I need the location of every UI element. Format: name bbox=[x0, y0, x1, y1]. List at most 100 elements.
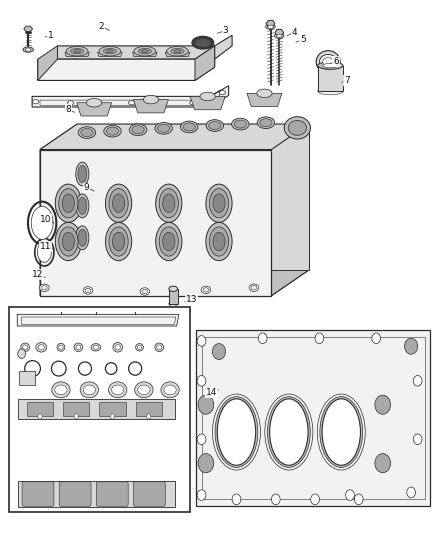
Ellipse shape bbox=[162, 194, 175, 213]
Ellipse shape bbox=[78, 197, 87, 214]
Ellipse shape bbox=[129, 124, 147, 135]
Ellipse shape bbox=[413, 434, 422, 445]
Bar bbox=[18, 399, 175, 419]
Polygon shape bbox=[77, 103, 112, 116]
Bar bbox=[99, 401, 126, 416]
Text: 13: 13 bbox=[186, 295, 198, 304]
Ellipse shape bbox=[206, 222, 232, 261]
Ellipse shape bbox=[62, 232, 74, 251]
Polygon shape bbox=[40, 124, 308, 150]
Ellipse shape bbox=[67, 101, 74, 105]
Ellipse shape bbox=[106, 50, 113, 53]
Ellipse shape bbox=[103, 49, 117, 54]
Ellipse shape bbox=[32, 100, 39, 104]
Ellipse shape bbox=[91, 344, 101, 351]
Ellipse shape bbox=[260, 119, 272, 127]
Ellipse shape bbox=[104, 125, 121, 137]
Text: 5: 5 bbox=[300, 35, 306, 44]
Ellipse shape bbox=[52, 382, 70, 398]
Ellipse shape bbox=[311, 494, 319, 505]
Text: 9: 9 bbox=[84, 183, 90, 192]
Ellipse shape bbox=[413, 375, 422, 386]
Polygon shape bbox=[77, 124, 308, 270]
FancyBboxPatch shape bbox=[134, 482, 165, 506]
Ellipse shape bbox=[201, 286, 211, 294]
FancyBboxPatch shape bbox=[96, 482, 128, 506]
Ellipse shape bbox=[174, 50, 181, 53]
Ellipse shape bbox=[18, 349, 25, 359]
Ellipse shape bbox=[136, 344, 144, 351]
Ellipse shape bbox=[155, 222, 182, 261]
Ellipse shape bbox=[74, 414, 78, 419]
Ellipse shape bbox=[110, 414, 115, 419]
Ellipse shape bbox=[138, 49, 151, 54]
Ellipse shape bbox=[206, 184, 232, 222]
Ellipse shape bbox=[155, 184, 182, 222]
Bar bbox=[196, 330, 430, 506]
Ellipse shape bbox=[23, 47, 33, 52]
Text: 8: 8 bbox=[66, 105, 71, 114]
Ellipse shape bbox=[275, 33, 284, 38]
Ellipse shape bbox=[74, 50, 81, 53]
Text: 2: 2 bbox=[98, 22, 104, 31]
Ellipse shape bbox=[109, 382, 127, 398]
Polygon shape bbox=[318, 66, 343, 91]
Ellipse shape bbox=[234, 120, 247, 128]
Ellipse shape bbox=[159, 189, 178, 218]
Polygon shape bbox=[98, 52, 122, 56]
Ellipse shape bbox=[197, 336, 206, 346]
Ellipse shape bbox=[217, 399, 256, 465]
Ellipse shape bbox=[219, 91, 226, 95]
Ellipse shape bbox=[106, 127, 119, 135]
Ellipse shape bbox=[55, 184, 81, 222]
Ellipse shape bbox=[180, 121, 198, 133]
FancyBboxPatch shape bbox=[59, 482, 91, 506]
Ellipse shape bbox=[322, 399, 360, 465]
Ellipse shape bbox=[190, 101, 196, 105]
Ellipse shape bbox=[251, 286, 257, 290]
Ellipse shape bbox=[59, 227, 78, 256]
Text: 1: 1 bbox=[48, 31, 54, 40]
Ellipse shape bbox=[258, 333, 267, 344]
Ellipse shape bbox=[74, 343, 83, 352]
Polygon shape bbox=[266, 20, 275, 27]
Ellipse shape bbox=[272, 494, 280, 505]
Ellipse shape bbox=[86, 99, 102, 107]
Ellipse shape bbox=[99, 46, 121, 56]
Ellipse shape bbox=[78, 127, 95, 139]
Ellipse shape bbox=[71, 49, 84, 54]
FancyBboxPatch shape bbox=[22, 482, 54, 506]
Ellipse shape bbox=[166, 46, 188, 56]
Ellipse shape bbox=[138, 385, 150, 394]
Ellipse shape bbox=[38, 414, 42, 419]
Ellipse shape bbox=[213, 232, 225, 251]
Ellipse shape bbox=[203, 288, 209, 292]
Ellipse shape bbox=[113, 194, 125, 213]
Ellipse shape bbox=[132, 126, 144, 134]
Ellipse shape bbox=[198, 395, 214, 414]
Ellipse shape bbox=[206, 120, 223, 131]
Ellipse shape bbox=[76, 226, 89, 250]
Ellipse shape bbox=[354, 494, 363, 505]
Ellipse shape bbox=[212, 344, 226, 360]
Ellipse shape bbox=[147, 414, 151, 419]
Bar bbox=[9, 308, 190, 512]
Ellipse shape bbox=[375, 395, 391, 414]
Ellipse shape bbox=[138, 345, 142, 349]
Ellipse shape bbox=[81, 128, 93, 136]
Ellipse shape bbox=[208, 122, 221, 130]
Ellipse shape bbox=[192, 36, 214, 49]
Ellipse shape bbox=[405, 338, 418, 354]
Ellipse shape bbox=[215, 397, 258, 467]
Ellipse shape bbox=[257, 89, 272, 98]
Ellipse shape bbox=[372, 333, 381, 344]
Polygon shape bbox=[65, 52, 89, 56]
Ellipse shape bbox=[169, 286, 177, 292]
Ellipse shape bbox=[197, 490, 206, 500]
Ellipse shape bbox=[113, 343, 123, 352]
Text: 7: 7 bbox=[344, 76, 350, 85]
Ellipse shape bbox=[209, 227, 229, 256]
Ellipse shape bbox=[142, 289, 148, 294]
Text: 6: 6 bbox=[333, 57, 339, 66]
Ellipse shape bbox=[288, 120, 307, 135]
